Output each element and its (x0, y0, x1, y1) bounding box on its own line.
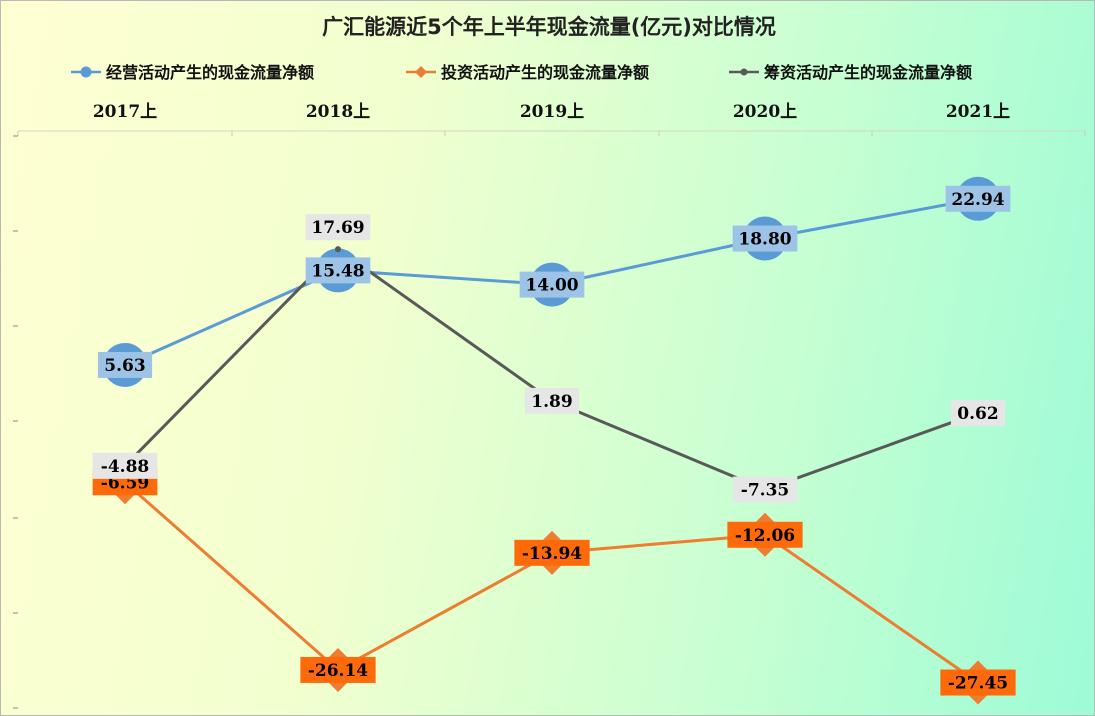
data-label-box (732, 476, 798, 503)
category-axis: 2017上 2018上 2019上 2020上 2021上 (13, 102, 1086, 709)
data-label-text: 17.69 (311, 218, 364, 238)
data-label: -12.06 (727, 521, 803, 548)
data-label-text: 1.89 (531, 392, 572, 412)
data-label-box (732, 225, 798, 252)
data-label: 18.80 (732, 225, 798, 252)
data-label-box (519, 271, 585, 298)
data-label: 5.63 (97, 351, 153, 378)
data-label-box (727, 521, 803, 548)
category-label: 2020上 (733, 102, 797, 122)
legend: 经营活动产生的现金流量净额 投资活动产生的现金流量净额 筹资活动产生的现金流量净额 (71, 63, 972, 82)
legend-marker (415, 66, 427, 78)
legend-label: 经营活动产生的现金流量净额 (106, 63, 314, 82)
series-markers (103, 176, 1000, 705)
legend-item: 筹资活动产生的现金流量净额 (729, 63, 972, 82)
data-label-text: -12.06 (735, 526, 795, 546)
data-label-box (945, 185, 1011, 212)
data-label: -13.94 (514, 539, 590, 566)
data-label-text: 18.80 (738, 230, 791, 250)
data-label-text: 15.48 (311, 261, 364, 281)
data-label-text: 22.94 (951, 190, 1004, 210)
data-label-text: -7.35 (741, 481, 789, 501)
data-label-text: 5.63 (104, 356, 145, 376)
data-label: 0.62 (950, 400, 1006, 427)
data-label: -26.14 (300, 656, 376, 683)
legend-label: 筹资活动产生的现金流量净额 (764, 63, 972, 82)
data-label: -27.45 (940, 669, 1016, 696)
data-label-box (300, 656, 376, 683)
data-label-text: -27.45 (948, 674, 1008, 694)
data-label-text: -26.14 (308, 661, 368, 681)
data-label-box (97, 351, 153, 378)
category-label: 2021上 (946, 102, 1010, 122)
data-label-box (305, 214, 371, 241)
data-label: 1.89 (524, 387, 580, 414)
data-label: 15.48 (305, 257, 371, 284)
legend-item: 投资活动产生的现金流量净额 (406, 63, 649, 82)
data-label: 22.94 (945, 185, 1011, 212)
legend-marker (740, 68, 748, 76)
legend-marker (80, 66, 92, 78)
data-label-text: 14.00 (525, 276, 578, 296)
data-label-box (940, 669, 1016, 696)
data-label-box (514, 539, 590, 566)
category-label: 2019上 (520, 102, 584, 122)
legend-label: 投资活动产生的现金流量净额 (441, 63, 649, 82)
category-label: 2018上 (306, 102, 370, 122)
data-label: -7.35 (732, 476, 798, 503)
series-line (124, 481, 979, 684)
data-label-box (950, 400, 1006, 427)
data-point (335, 246, 341, 253)
data-label-box (305, 257, 371, 284)
category-label: 2017上 (93, 102, 157, 122)
data-label: 14.00 (519, 271, 585, 298)
chart-title: 广汇能源近5个年上半年现金流量(亿元)对比情况 (322, 15, 776, 39)
legend-item: 经营活动产生的现金流量净额 (71, 63, 314, 82)
data-label-text: -13.94 (522, 544, 582, 564)
data-label-box (92, 452, 158, 479)
data-labels: -6.59-26.14-13.94-12.06-27.455.6315.4814… (92, 185, 1016, 696)
data-label-box (524, 387, 580, 414)
data-label-text: -4.88 (101, 457, 149, 477)
data-label-text: 0.62 (957, 404, 998, 424)
data-label: -4.88 (92, 452, 158, 479)
data-label: 17.69 (305, 214, 371, 241)
